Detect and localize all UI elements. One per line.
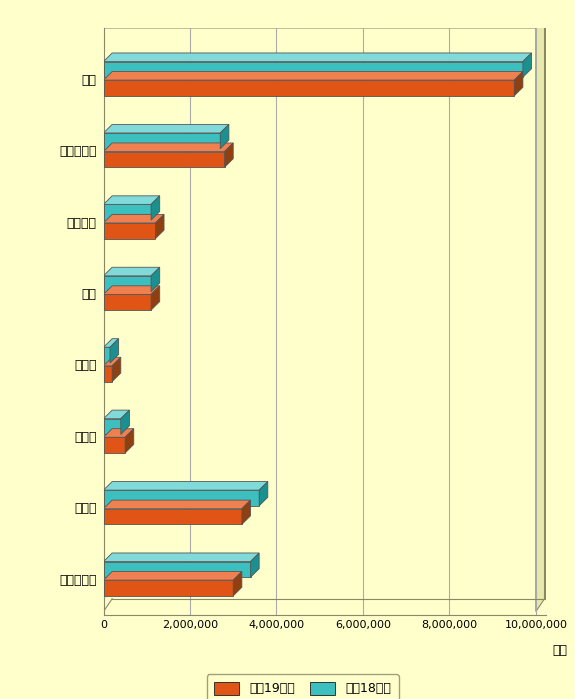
Bar xyxy=(104,62,523,78)
Polygon shape xyxy=(104,15,545,28)
Bar xyxy=(104,366,112,382)
Bar xyxy=(104,204,151,220)
Polygon shape xyxy=(242,500,251,524)
Polygon shape xyxy=(514,71,523,96)
Polygon shape xyxy=(104,53,531,62)
Polygon shape xyxy=(104,572,242,580)
Bar xyxy=(104,152,225,167)
Polygon shape xyxy=(104,71,523,80)
Polygon shape xyxy=(121,410,129,434)
Polygon shape xyxy=(523,53,531,78)
Polygon shape xyxy=(104,267,160,276)
Bar xyxy=(104,347,110,363)
Bar xyxy=(104,509,242,524)
Polygon shape xyxy=(125,428,134,453)
Polygon shape xyxy=(104,196,160,204)
Polygon shape xyxy=(112,357,121,382)
Polygon shape xyxy=(104,428,134,438)
Bar xyxy=(104,419,121,434)
Polygon shape xyxy=(104,286,160,294)
Bar xyxy=(104,561,251,577)
Polygon shape xyxy=(151,267,160,291)
Polygon shape xyxy=(536,15,545,612)
Polygon shape xyxy=(104,357,121,366)
Bar xyxy=(104,223,155,238)
X-axis label: 千円: 千円 xyxy=(552,644,567,658)
Polygon shape xyxy=(104,143,233,152)
Polygon shape xyxy=(104,339,118,347)
Bar xyxy=(104,80,514,96)
Polygon shape xyxy=(259,482,268,506)
Bar xyxy=(104,294,151,310)
Bar xyxy=(104,580,233,596)
Polygon shape xyxy=(233,572,242,596)
Polygon shape xyxy=(251,553,259,577)
Polygon shape xyxy=(104,553,259,561)
Polygon shape xyxy=(104,215,164,223)
Polygon shape xyxy=(104,500,251,509)
Polygon shape xyxy=(104,482,268,490)
Polygon shape xyxy=(225,143,233,167)
Polygon shape xyxy=(104,124,229,133)
Polygon shape xyxy=(104,410,129,419)
Bar xyxy=(104,438,125,453)
Polygon shape xyxy=(151,196,160,220)
Legend: 平成19年度, 平成18年度: 平成19年度, 平成18年度 xyxy=(207,675,398,699)
Polygon shape xyxy=(155,215,164,238)
Bar xyxy=(104,133,220,149)
Polygon shape xyxy=(110,339,118,363)
Polygon shape xyxy=(220,124,229,149)
Polygon shape xyxy=(151,286,160,310)
Bar xyxy=(104,490,259,506)
Bar xyxy=(104,276,151,291)
